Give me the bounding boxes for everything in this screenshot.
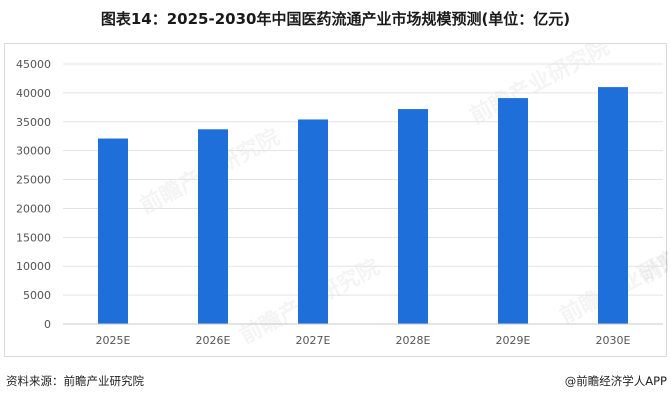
x-tick-label: 2025E xyxy=(96,334,131,347)
x-tick-label: 2029E xyxy=(496,334,531,347)
y-tick-label: 25000 xyxy=(16,174,51,187)
x-tick-label: 2026E xyxy=(196,334,231,347)
source-note: 资料来源：前瞻产业研究院 xyxy=(6,374,144,388)
bar-2027E xyxy=(298,119,328,324)
watermark-text: 前瞻产业研究院 xyxy=(466,44,614,129)
x-tick-label: 2028E xyxy=(396,334,431,347)
y-tick-label: 40000 xyxy=(16,87,51,100)
y-tick-label: 35000 xyxy=(16,116,51,129)
y-tick-label: 15000 xyxy=(16,231,51,244)
bar-2029E xyxy=(498,98,528,324)
bar-2030E xyxy=(598,87,628,324)
bar-2028E xyxy=(398,109,428,324)
y-tick-label: 30000 xyxy=(16,145,51,158)
y-tick-label: 5000 xyxy=(23,289,51,302)
y-tick-label: 45000 xyxy=(16,58,51,71)
x-axis-tick-labels: 2025E 2026E 2027E 2028E 2029E 2030E xyxy=(96,334,631,347)
x-tick-label: 2030E xyxy=(596,334,631,347)
bar-chart: 前瞻产业研究院前瞻产业研究院前瞻产业研究院前瞻产业研究院前瞻产业研究院 0500… xyxy=(16,44,668,349)
y-axis-tick-labels: 0 5000 10000 15000 20000 25000 30000 35000 40000… xyxy=(16,58,51,331)
y-tick-label: 20000 xyxy=(16,202,51,215)
x-tick-label: 2027E xyxy=(296,334,331,347)
bar-2025E xyxy=(98,138,128,324)
chart-title: 图表14：2025-2030年中国医药流通产业市场规模预测(单位：亿元) xyxy=(100,10,571,28)
bar-2026E xyxy=(198,129,228,324)
bars xyxy=(98,87,628,324)
chart-frame: 前瞻产业研究院前瞻产业研究院前瞻产业研究院前瞻产业研究院前瞻产业研究院 0500… xyxy=(4,43,668,357)
gridlines xyxy=(63,63,663,296)
credit-note: @前瞻经济学人APP xyxy=(564,374,667,388)
y-tick-label: 0 xyxy=(44,318,51,331)
y-tick-label: 10000 xyxy=(16,260,51,273)
